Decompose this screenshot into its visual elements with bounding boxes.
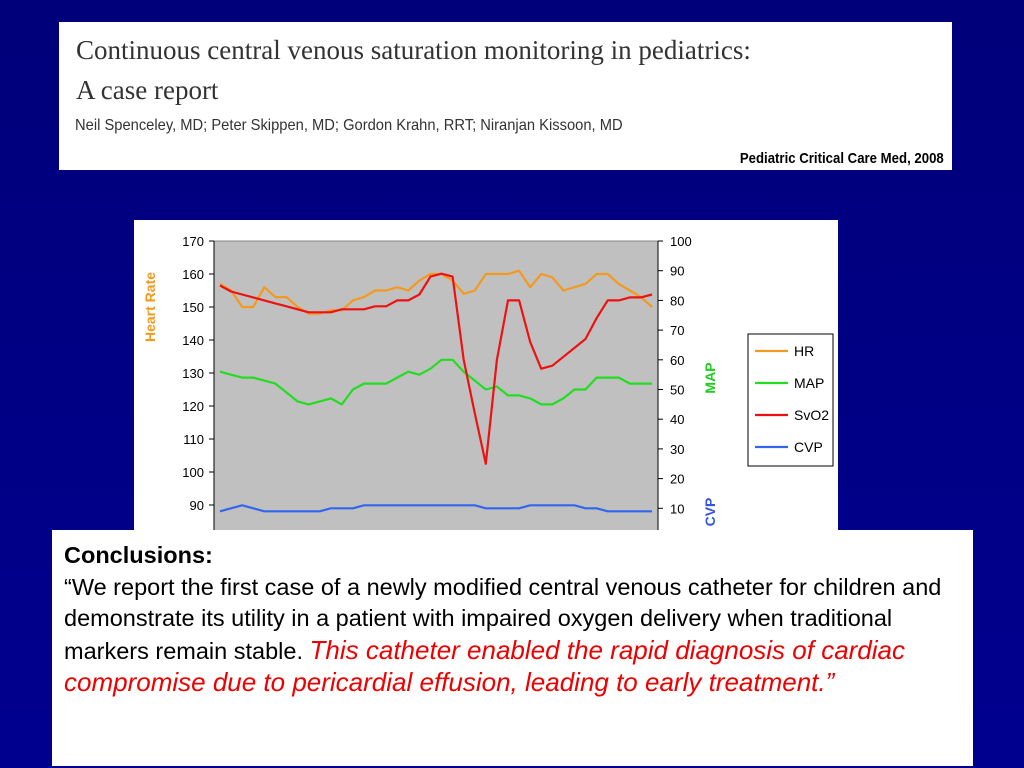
series-line-svo2 bbox=[219, 272, 653, 465]
right-tick-label: 30 bbox=[670, 442, 684, 457]
left-tick-label: 100 bbox=[182, 465, 204, 480]
conclusions-box: Conclusions: “We report the first case o… bbox=[52, 530, 973, 766]
left-tick-label: 90 bbox=[190, 498, 204, 513]
left-tick-label: 110 bbox=[183, 432, 204, 447]
conclusions-heading: Conclusions: bbox=[64, 542, 213, 568]
chart-panel: 1701601501401301201101009080100908070605… bbox=[134, 220, 838, 540]
right-axis-title-cvp: CVP bbox=[702, 498, 718, 527]
right-tick-label: 40 bbox=[670, 412, 684, 427]
left-axis-title: Heart Rate bbox=[142, 272, 158, 342]
right-tick-label: 80 bbox=[670, 293, 684, 308]
left-tick-label: 170 bbox=[182, 234, 204, 249]
right-axis-title-map: MAP bbox=[702, 362, 718, 393]
left-tick-label: 120 bbox=[182, 399, 204, 414]
paper-header: Continuous central venous saturation mon… bbox=[59, 22, 952, 170]
right-tick-label: 100 bbox=[670, 234, 692, 249]
conclusions-highlight: This catheter enabled the rapid diagnosi… bbox=[64, 634, 906, 698]
series-line-cvp bbox=[219, 504, 652, 513]
plot-area bbox=[213, 240, 659, 539]
right-tick-label: 20 bbox=[670, 472, 684, 487]
legend-label-hr: HR bbox=[794, 343, 814, 359]
paper-title-line2: A case report bbox=[76, 75, 219, 105]
line-chart: 1701601501401301201101009080100908070605… bbox=[142, 234, 834, 540]
left-tick-label: 130 bbox=[182, 366, 204, 381]
paper-title-line1: Continuous central venous saturation mon… bbox=[76, 35, 751, 65]
right-tick-label: 90 bbox=[670, 264, 684, 279]
journal-citation: Pediatric Critical Care Med, 2008 bbox=[740, 150, 944, 167]
right-tick-label: 70 bbox=[670, 323, 684, 338]
legend-label-map: MAP bbox=[794, 375, 824, 391]
paper-authors: Neil Spenceley, MD; Peter Skippen, MD; G… bbox=[75, 117, 623, 134]
legend-label-cvp: CVP bbox=[794, 439, 823, 455]
right-tick-label: 10 bbox=[670, 501, 684, 516]
left-tick-label: 150 bbox=[182, 300, 204, 315]
left-tick-label: 160 bbox=[182, 267, 204, 282]
series-line-map bbox=[219, 358, 652, 406]
left-tick-label: 140 bbox=[182, 333, 204, 348]
legend-label-svo2: SvO2 bbox=[794, 407, 829, 423]
conclusions-body: “We report the first case of a newly mod… bbox=[64, 573, 942, 664]
right-tick-label: 50 bbox=[670, 383, 684, 398]
right-tick-label: 60 bbox=[670, 353, 684, 368]
series-line-hr bbox=[219, 269, 653, 315]
paper-title: Continuous central venous saturation mon… bbox=[76, 30, 936, 110]
legend-box bbox=[747, 333, 834, 467]
